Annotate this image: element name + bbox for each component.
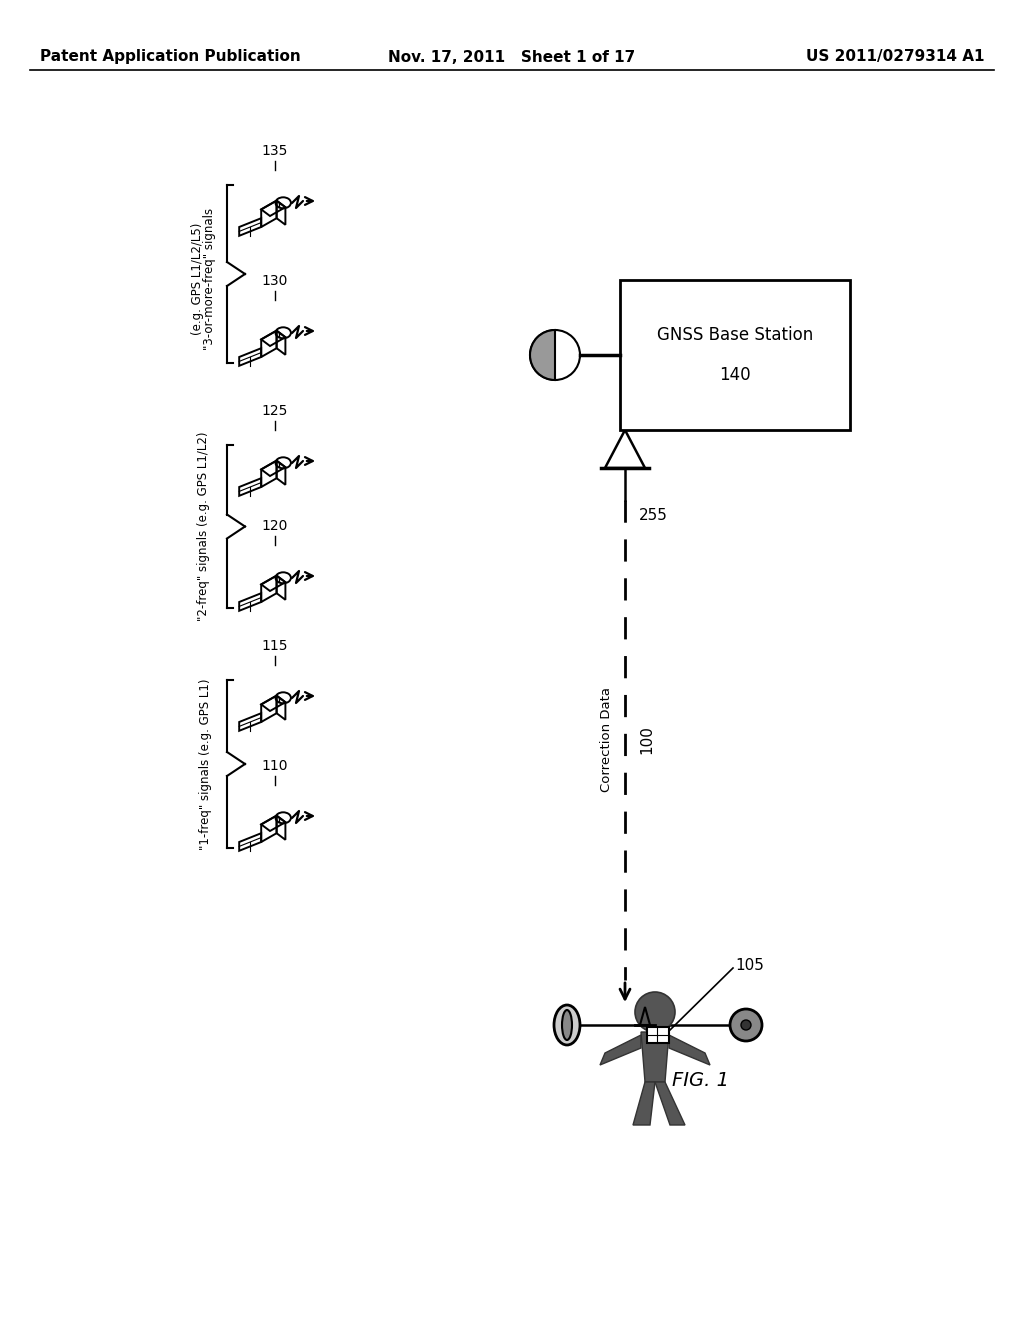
Text: Patent Application Publication: Patent Application Publication: [40, 49, 301, 65]
Text: "1-freq" signals (e.g. GPS L1): "1-freq" signals (e.g. GPS L1): [199, 678, 212, 850]
Text: 110: 110: [262, 759, 288, 774]
FancyBboxPatch shape: [620, 280, 850, 430]
Text: 140: 140: [719, 366, 751, 384]
Text: 135: 135: [262, 144, 288, 158]
Text: GNSS Base Station: GNSS Base Station: [656, 326, 813, 345]
Text: "3-or-more-freq" signals: "3-or-more-freq" signals: [204, 209, 216, 350]
Text: 125: 125: [262, 404, 288, 418]
Circle shape: [635, 993, 675, 1032]
Text: 120: 120: [262, 519, 288, 533]
Text: 130: 130: [262, 275, 288, 288]
Text: 100: 100: [639, 726, 654, 755]
Text: 115: 115: [262, 639, 288, 653]
Text: 255: 255: [639, 507, 668, 523]
Text: (e.g. GPS L1/L2/L5): (e.g. GPS L1/L2/L5): [190, 223, 204, 335]
Text: Correction Data: Correction Data: [600, 688, 613, 792]
Ellipse shape: [554, 1005, 580, 1045]
Polygon shape: [600, 1035, 641, 1065]
Polygon shape: [669, 1035, 710, 1065]
Wedge shape: [530, 330, 555, 380]
Circle shape: [741, 1020, 751, 1030]
Circle shape: [730, 1008, 762, 1041]
Polygon shape: [633, 1082, 655, 1125]
Text: Nov. 17, 2011   Sheet 1 of 17: Nov. 17, 2011 Sheet 1 of 17: [388, 49, 636, 65]
Text: "2-freq" signals (e.g. GPS L1/L2): "2-freq" signals (e.g. GPS L1/L2): [197, 432, 210, 622]
Polygon shape: [655, 1082, 685, 1125]
Polygon shape: [641, 1032, 669, 1082]
Text: 105: 105: [735, 957, 764, 973]
Text: FIG. 1: FIG. 1: [672, 1071, 728, 1089]
Text: US 2011/0279314 A1: US 2011/0279314 A1: [806, 49, 984, 65]
Ellipse shape: [562, 1010, 572, 1040]
FancyBboxPatch shape: [647, 1027, 669, 1043]
